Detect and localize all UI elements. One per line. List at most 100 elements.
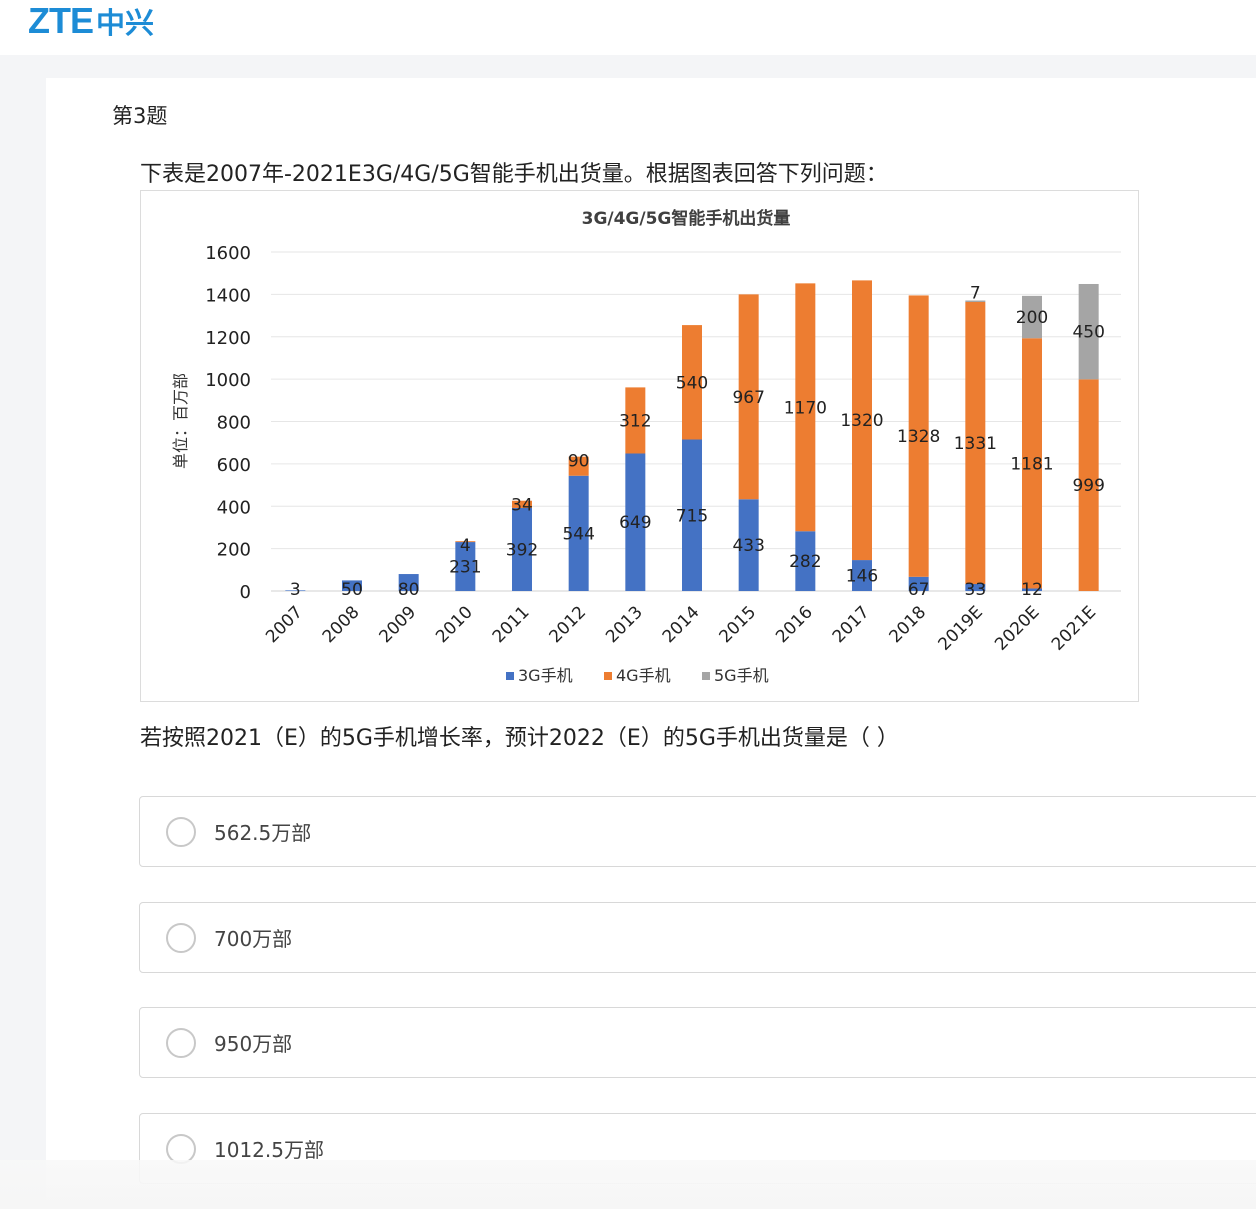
data-label: 999 bbox=[1072, 476, 1104, 496]
bar-5g bbox=[1078, 283, 1099, 380]
bar-3g bbox=[682, 439, 702, 591]
y-tick-label: 1600 bbox=[205, 243, 251, 264]
data-label: 540 bbox=[676, 373, 708, 393]
x-tick-label: 2019E bbox=[935, 602, 987, 654]
bar-4g bbox=[965, 302, 986, 585]
data-label: 200 bbox=[1016, 308, 1048, 328]
y-tick-label: 400 bbox=[217, 497, 251, 518]
data-label: 715 bbox=[676, 506, 708, 526]
logo-latin-text: ZTE bbox=[28, 0, 94, 41]
legend-swatch bbox=[506, 672, 514, 680]
option-label: 1012.5万部 bbox=[214, 1138, 324, 1162]
option-label: 700万部 bbox=[214, 927, 293, 951]
option-c[interactable]: 950万部 bbox=[139, 1007, 1256, 1078]
bar-4g bbox=[795, 283, 816, 532]
x-tick-label: 2013 bbox=[602, 602, 647, 647]
data-label: 1328 bbox=[897, 427, 940, 447]
bar-3g bbox=[852, 560, 872, 591]
legend-swatch bbox=[604, 672, 612, 680]
option-label: 950万部 bbox=[214, 1032, 293, 1056]
y-tick-label: 600 bbox=[217, 455, 251, 476]
bar-3g bbox=[512, 507, 532, 591]
data-label: 33 bbox=[965, 580, 987, 600]
x-tick-label: 2014 bbox=[659, 602, 704, 647]
data-label: 544 bbox=[562, 524, 594, 544]
bar-4g bbox=[738, 294, 759, 500]
bar-3g bbox=[398, 574, 419, 591]
bar-3g bbox=[342, 580, 362, 591]
legend-label: 5G手机 bbox=[714, 666, 769, 685]
chart-title: 3G/4G/5G智能手机出货量 bbox=[582, 208, 791, 229]
data-label: 1320 bbox=[840, 411, 883, 431]
legend-label: 4G手机 bbox=[616, 666, 671, 685]
shipment-chart: 3G/4G/5G智能手机出货量 0 200 400 600 800 1000 1200 1400… bbox=[171, 208, 1121, 685]
x-tick-label: 2017 bbox=[829, 602, 874, 647]
data-label: 231 bbox=[449, 558, 481, 578]
data-label: 3 bbox=[290, 580, 301, 600]
x-tick-label: 2020E bbox=[991, 602, 1043, 654]
data-label: 34 bbox=[511, 496, 533, 516]
x-tick-label: 2016 bbox=[772, 602, 817, 647]
x-tick-label: 2007 bbox=[262, 602, 307, 647]
bar-3g bbox=[738, 499, 759, 591]
data-label: 67 bbox=[908, 580, 930, 600]
y-tick-label: 800 bbox=[217, 413, 251, 434]
x-tick-label: 2018 bbox=[885, 602, 930, 647]
data-label: 433 bbox=[732, 536, 764, 556]
data-label: 7 bbox=[970, 284, 981, 304]
radio-icon[interactable] bbox=[166, 1133, 196, 1164]
y-tick-label: 0 bbox=[240, 582, 251, 603]
legend-label: 3G手机 bbox=[518, 666, 573, 685]
legend-swatch bbox=[702, 672, 710, 680]
option-b[interactable]: 700万部 bbox=[139, 902, 1256, 973]
bar-3g bbox=[908, 576, 929, 591]
y-tick-label: 1200 bbox=[205, 328, 251, 349]
data-label: 90 bbox=[568, 452, 590, 472]
y-tick-label: 1400 bbox=[205, 285, 251, 306]
bar-4g bbox=[568, 456, 589, 476]
data-label: 450 bbox=[1072, 323, 1104, 343]
data-label: 1331 bbox=[954, 434, 997, 454]
radio-icon[interactable] bbox=[166, 922, 196, 953]
data-label: 146 bbox=[846, 567, 878, 587]
data-label: 4 bbox=[460, 536, 471, 556]
bar-5g bbox=[965, 300, 986, 303]
bar-4g bbox=[1078, 379, 1099, 591]
bar-3g bbox=[965, 584, 986, 591]
chart-container: 3G/4G/5G智能手机出货量 0 200 400 600 800 1000 1200 1400… bbox=[140, 190, 1139, 702]
data-label: 1170 bbox=[784, 398, 827, 418]
option-label: 562.5万部 bbox=[214, 821, 312, 845]
question-text: 若按照2021（E）的5G手机增长率，预计2022（E）的5G手机出货量是（ ） bbox=[140, 726, 899, 751]
bar-4g bbox=[682, 325, 702, 440]
bar-4g bbox=[512, 500, 532, 508]
top-bar: ZTE 中兴 bbox=[0, 0, 1256, 55]
x-tick-label: 2009 bbox=[375, 602, 420, 647]
bar-3g bbox=[568, 475, 589, 591]
bar-4g bbox=[455, 541, 476, 543]
x-tick-label: 2012 bbox=[545, 602, 590, 647]
bar-4g bbox=[852, 280, 872, 561]
radio-icon[interactable] bbox=[166, 1027, 196, 1058]
bar-3g bbox=[795, 531, 816, 591]
data-label: 80 bbox=[398, 580, 420, 600]
x-tick-label: 2008 bbox=[319, 602, 364, 647]
bar-3g bbox=[285, 590, 306, 591]
data-label: 967 bbox=[732, 388, 764, 408]
data-label: 282 bbox=[789, 552, 821, 572]
x-tick-label: 2011 bbox=[489, 602, 534, 647]
data-label: 1181 bbox=[1010, 454, 1053, 474]
x-tick-label: 2010 bbox=[432, 602, 477, 647]
option-a[interactable]: 562.5万部 bbox=[139, 796, 1256, 867]
bottom-overlay bbox=[0, 1160, 1256, 1209]
bar-4g bbox=[908, 295, 929, 577]
question-stem: 下表是2007年-2021E3G/4G/5G智能手机出货量。根据图表回答下列问题… bbox=[140, 162, 888, 187]
bar-3g bbox=[455, 542, 476, 591]
x-tick-label: 2015 bbox=[715, 602, 760, 647]
y-tick-label: 1000 bbox=[205, 370, 251, 391]
logo-cjk-text: 中兴 bbox=[96, 6, 155, 40]
radio-icon[interactable] bbox=[166, 816, 196, 847]
zte-logo[interactable]: ZTE 中兴 bbox=[28, 0, 154, 42]
x-tick-label: 2021E bbox=[1048, 602, 1100, 654]
y-tick-label: 200 bbox=[217, 540, 251, 561]
bar-4g bbox=[625, 387, 646, 454]
